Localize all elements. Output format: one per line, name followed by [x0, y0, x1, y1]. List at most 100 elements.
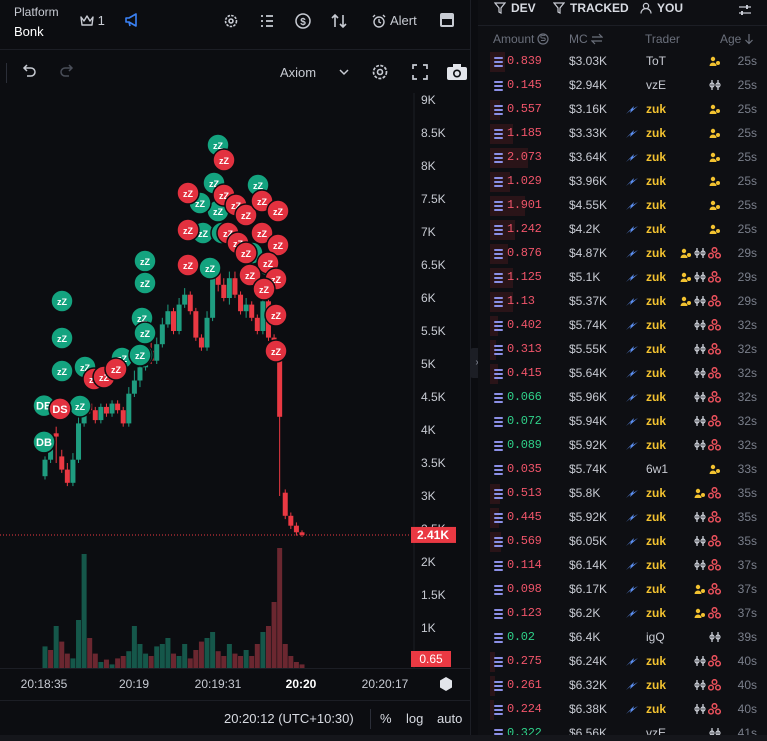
trade-row[interactable]: 0.035 $5.74K 6w1 33s [478, 458, 767, 482]
trader-link[interactable]: 6w1 [646, 462, 669, 476]
crown-count-button[interactable]: 1 [80, 13, 105, 28]
chevron-down-icon[interactable] [338, 65, 350, 83]
trade-row[interactable]: 0.02 $6.4K igQ 39s [478, 626, 767, 650]
trade-row[interactable]: 0.402 $5.74K zuk 32s [478, 314, 767, 338]
trade-row[interactable]: 0.569 $6.05K zuk 35s [478, 530, 767, 554]
undo-icon[interactable] [20, 63, 38, 86]
swap-icon[interactable] [330, 12, 348, 30]
trade-row[interactable]: 2.073 $3.64K zuk 25s [478, 146, 767, 170]
fullscreen-icon[interactable] [410, 62, 430, 87]
panel-icon[interactable] [440, 13, 454, 27]
trader-link[interactable]: zuk [646, 366, 667, 380]
trade-bubble[interactable]: zZ [266, 199, 290, 223]
trade-bubble[interactable]: zZ [234, 203, 258, 227]
trade-bubble[interactable]: zZ [264, 303, 288, 327]
trade-bubble[interactable]: zZ [128, 343, 152, 367]
trade-bubble[interactable]: zZ [133, 271, 157, 295]
trade-marker-ds[interactable]: DS [48, 397, 72, 421]
dollar-icon[interactable]: $ [294, 12, 312, 30]
trader-link[interactable]: zuk [646, 294, 667, 308]
trade-bubble[interactable]: zZ [50, 326, 74, 350]
percent-scale-toggle[interactable]: % [380, 711, 392, 726]
col-mc[interactable]: MC [569, 32, 604, 46]
trader-link[interactable]: zuk [646, 438, 667, 452]
trade-bubble[interactable]: zZ [50, 359, 74, 383]
trader-link[interactable]: zuk [646, 606, 667, 620]
auto-scale-toggle[interactable]: auto [437, 711, 463, 726]
trader-link[interactable]: zuk [646, 558, 667, 572]
list-icon[interactable] [258, 12, 276, 30]
provider-select[interactable]: Axiom [280, 65, 317, 80]
trader-link[interactable]: zuk [646, 150, 667, 164]
trade-bubble[interactable]: zZ [234, 241, 258, 265]
trade-bubble[interactable]: zZ [176, 253, 200, 277]
filter-you[interactable]: YOU [640, 1, 683, 15]
trade-bubble[interactable]: zZ [264, 339, 288, 363]
trader-link[interactable]: zuk [646, 414, 667, 428]
trade-row[interactable]: 0.066 $5.96K zuk 32s [478, 386, 767, 410]
trade-row[interactable]: 0.123 $6.2K zuk 37s [478, 602, 767, 626]
trader-link[interactable]: zuk [646, 126, 667, 140]
trade-bubble[interactable]: zZ [212, 148, 236, 172]
trade-row[interactable]: 0.839 $3.03K ToT 25s [478, 50, 767, 74]
trade-row[interactable]: 1.242 $4.2K zuk 25s [478, 218, 767, 242]
trade-row[interactable]: 0.261 $6.32K zuk 40s [478, 674, 767, 698]
megaphone-icon[interactable] [124, 12, 140, 33]
trade-bubble[interactable]: zZ [133, 321, 157, 345]
trader-link[interactable]: zuk [646, 510, 667, 524]
trader-link[interactable]: zuk [646, 534, 667, 548]
trade-bubble[interactable]: zZ [104, 357, 128, 381]
trade-row[interactable]: 0.145 $2.94K vzE 25s [478, 74, 767, 98]
trade-row[interactable]: 0.513 $5.8K zuk 35s [478, 482, 767, 506]
trade-row[interactable]: 0.275 $6.24K zuk 40s [478, 650, 767, 674]
trade-bubble[interactable]: zZ [133, 249, 157, 273]
redo-icon[interactable] [58, 63, 76, 86]
trader-link[interactable]: zuk [646, 678, 667, 692]
trade-row[interactable]: 0.445 $5.92K zuk 35s [478, 506, 767, 530]
sliders-icon[interactable] [738, 3, 752, 22]
trader-link[interactable]: zuk [646, 270, 667, 284]
trader-link[interactable]: zuk [646, 582, 667, 596]
trade-row[interactable]: 0.089 $5.92K zuk 32s [478, 434, 767, 458]
trader-link[interactable]: zuk [646, 486, 667, 500]
chart-settings-icon[interactable] [370, 62, 390, 87]
trade-row[interactable]: 0.098 $6.17K zuk 37s [478, 578, 767, 602]
trade-bubble[interactable]: zZ [250, 221, 274, 245]
trade-bubble[interactable]: zZ [176, 181, 200, 205]
filter-dev[interactable]: DEV [493, 1, 536, 15]
col-amount[interactable]: Amount [493, 32, 549, 46]
trade-row[interactable]: 0.313 $5.55K zuk 32s [478, 338, 767, 362]
gear-icon[interactable] [222, 12, 240, 30]
trade-row[interactable]: 0.072 $5.94K zuk 32s [478, 410, 767, 434]
trade-bubble[interactable]: zZ [68, 394, 92, 418]
trade-row[interactable]: 1.125 $5.1K zuk 29s [478, 266, 767, 290]
trade-bubble[interactable]: zZ [198, 256, 222, 280]
trade-bubble[interactable]: zZ [176, 218, 200, 242]
trade-bubble[interactable]: zZ [50, 289, 74, 313]
trade-bubble[interactable]: zZ [252, 277, 276, 301]
price-chart[interactable]: zZ zZ zZ zZ zZ zZ zZ zZ zZ zZ zZ zZ zZ zZ zZ zZ zZ zZ zZ zZ… [0, 93, 470, 668]
trader-link[interactable]: zuk [646, 390, 667, 404]
horizontal-scrollbar[interactable] [0, 735, 767, 741]
trade-row[interactable]: 0.876 $4.87K zuk 29s [478, 242, 767, 266]
trade-row[interactable]: 1.901 $4.55K zuk 25s [478, 194, 767, 218]
trader-link[interactable]: zuk [646, 342, 667, 356]
trader-link[interactable]: zuk [646, 318, 667, 332]
trade-row[interactable]: 0.114 $6.14K zuk 37s [478, 554, 767, 578]
alert-button[interactable]: Alert [372, 13, 417, 28]
trade-marker-db[interactable]: DB [32, 430, 56, 454]
trade-row[interactable]: 1.13 $5.37K zuk 29s [478, 290, 767, 314]
trade-row[interactable]: 1.029 $3.96K zuk 25s [478, 170, 767, 194]
trade-row[interactable]: 0.415 $5.64K zuk 32s [478, 362, 767, 386]
trade-row[interactable]: 0.224 $6.38K zuk 40s [478, 698, 767, 722]
log-scale-toggle[interactable]: log [406, 711, 424, 726]
trade-row[interactable]: 1.185 $3.33K zuk 25s [478, 122, 767, 146]
trade-bubble[interactable]: zZ [238, 263, 262, 287]
col-trader[interactable]: Trader [645, 32, 680, 46]
camera-icon[interactable] [446, 62, 468, 87]
trader-link[interactable]: zuk [646, 702, 667, 716]
trader-link[interactable]: zuk [646, 174, 667, 188]
trader-link[interactable]: zuk [646, 198, 667, 212]
trader-link[interactable]: zuk [646, 246, 667, 260]
col-age[interactable]: Age [720, 32, 754, 46]
